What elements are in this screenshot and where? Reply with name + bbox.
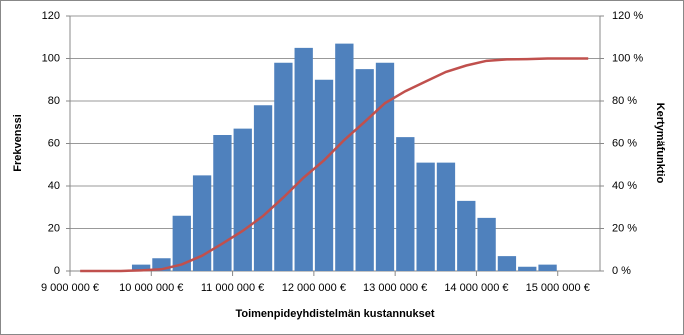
bar [274,62,293,271]
y2-tick-label: 20 % [612,222,637,234]
bar [497,256,517,271]
bar [294,47,313,271]
bar [192,175,212,271]
y2-axis-title: Kertymäfunktio [654,103,666,184]
bar [233,128,252,271]
bar [375,62,395,271]
y2-tick-label: 120 % [612,10,643,22]
y-tick-label: 100 [42,52,60,64]
y-tick-label: 40 [48,180,60,192]
cumulative-line [80,57,589,273]
bar [518,266,537,271]
bar [355,69,374,271]
bar [335,43,354,271]
x-axis-title: Toimenpideyhdistelmän kustannukset [235,308,434,320]
x-tick-label: 14 000 000 € [444,282,508,294]
y-tick-label: 20 [48,222,60,234]
bar [538,264,557,271]
bar [416,162,435,271]
y-tick-label: 120 [42,10,60,22]
x-tick-label: 10 000 000 € [119,282,183,294]
bar [477,217,496,271]
bar [457,200,476,271]
y-tick-label: 0 [54,265,60,277]
y2-tick-label: 100 % [612,52,643,64]
bar [213,135,232,271]
x-tick-label: 12 000 000 € [282,282,346,294]
y2-tick-label: 60 % [612,137,637,149]
y-tick-label: 80 [48,95,60,107]
y2-tick-label: 0 % [612,265,631,277]
y2-tick-label: 40 % [612,180,637,192]
x-tick-label: 11 000 000 € [201,282,264,294]
bar [396,137,415,271]
bar [436,162,456,271]
y-tick-label: 60 [48,137,60,149]
x-tick-label: 15 000 000 € [526,282,590,294]
x-tick-label: 13 000 000 € [363,282,427,294]
bar [314,79,334,271]
y2-tick-label: 80 % [612,95,637,107]
bar [253,105,273,271]
y-axis-title: Frekvenssi [12,114,24,171]
bar [172,215,191,271]
x-tick-label: 9 000 000 € [41,282,99,294]
bar [131,264,151,271]
